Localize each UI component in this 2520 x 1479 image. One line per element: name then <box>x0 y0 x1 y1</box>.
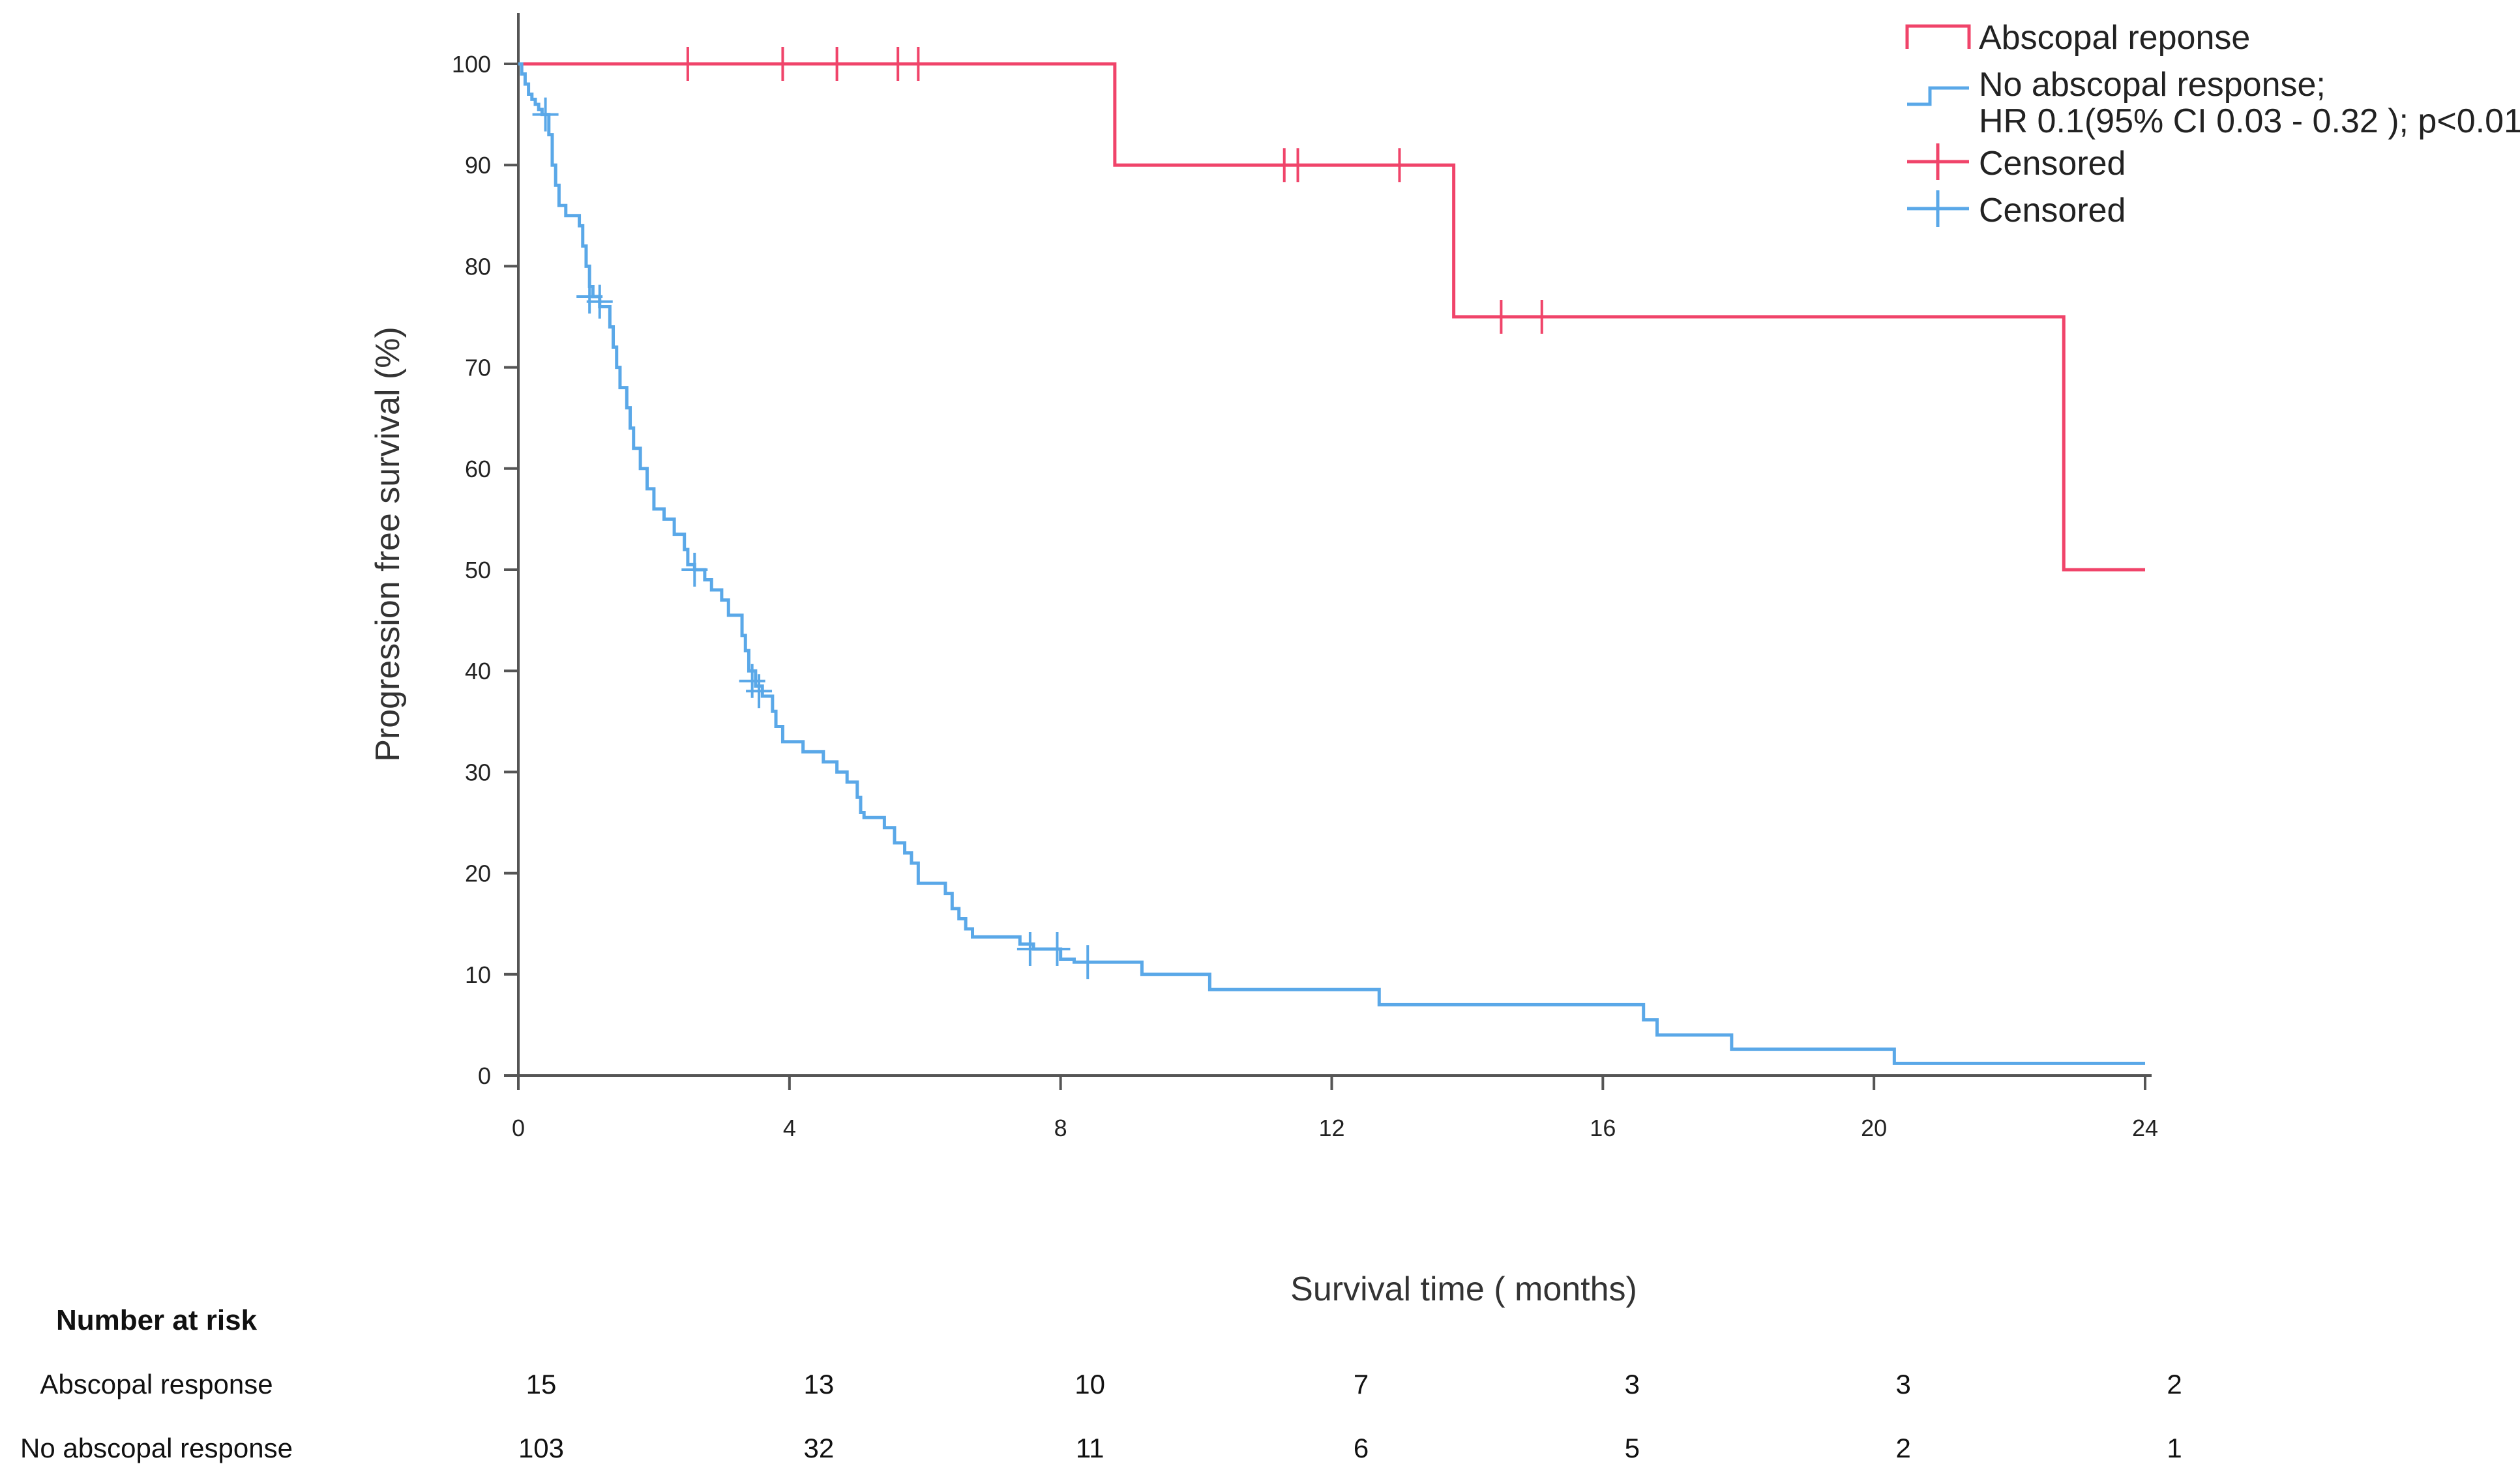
risk-row-label-abscopal: Abscopal response <box>40 1369 273 1399</box>
legend-label-noabscopal: No abscopal response; <box>1979 66 2326 104</box>
y-tick-label: 10 <box>465 961 491 988</box>
legend-label-abscopal: Abscopal reponse <box>1979 19 2250 57</box>
legend-swatch-abscopal <box>1905 24 1971 49</box>
censor-mark <box>1488 300 1515 334</box>
censor-mark <box>1075 945 1101 980</box>
censor-mark <box>1044 932 1071 966</box>
y-tick-label: 60 <box>465 456 491 482</box>
series-line-abscopal <box>518 62 2145 572</box>
censor-mark <box>674 47 701 81</box>
y-ticks: 0 10 20 30 40 50 60 70 80 90 100 <box>452 51 518 1089</box>
x-tick-label: 12 <box>1318 1115 1344 1141</box>
legend-label-censored-abscopal: Censored <box>1979 145 2126 183</box>
censor-mark <box>532 97 559 132</box>
y-tick-label: 50 <box>465 557 491 583</box>
censor-mark <box>681 553 708 587</box>
risk-value: 7 <box>1354 1369 1369 1399</box>
risk-value: 3 <box>1895 1369 1910 1399</box>
x-ticks: 0 4 8 12 16 20 24 <box>512 1076 2158 1141</box>
x-tick-label: 24 <box>2132 1115 2158 1141</box>
risk-value: 6 <box>1354 1433 1369 1463</box>
x-axis-title: Survival time ( months) <box>1290 1270 1637 1308</box>
x-tick-label: 0 <box>512 1115 525 1141</box>
censor-mark <box>769 47 796 81</box>
y-tick-label: 0 <box>478 1062 491 1089</box>
censor-mark <box>576 279 603 314</box>
censor-mark <box>1528 300 1555 334</box>
legend-label-noabscopal-hr: HR 0.1(95% CI 0.03 - 0.32 ); p<0.01 <box>1979 102 2520 140</box>
risk-value: 5 <box>1625 1433 1640 1463</box>
y-tick-label: 80 <box>465 253 491 280</box>
x-tick-label: 4 <box>783 1115 796 1141</box>
risk-value: 103 <box>518 1433 564 1463</box>
y-axis-title: Progression free survival (%) <box>369 327 407 762</box>
risk-value: 2 <box>2167 1369 2182 1399</box>
legend-swatch-noabscopal <box>1907 86 1969 106</box>
risk-value: 13 <box>803 1369 834 1399</box>
risk-value: 1 <box>2167 1433 2182 1463</box>
legend: Abscopal reponse No abscopal response; H… <box>1905 19 2520 229</box>
censor-mark <box>1284 148 1311 183</box>
risk-value: 10 <box>1075 1369 1105 1399</box>
legend-label-censored-noabscopal: Censored <box>1979 192 2126 229</box>
x-tick-label: 8 <box>1054 1115 1067 1141</box>
risk-value: 11 <box>1076 1433 1104 1463</box>
risk-row-label-noabscopal: No abscopal response <box>20 1433 293 1463</box>
x-tick-label: 16 <box>1590 1115 1616 1141</box>
y-tick-label: 30 <box>465 759 491 785</box>
risk-value: 15 <box>526 1369 557 1399</box>
y-tick-label: 100 <box>452 51 491 78</box>
censor-mark <box>1386 148 1413 183</box>
censor-mark <box>586 284 613 319</box>
x-tick-label: 20 <box>1861 1115 1887 1141</box>
censor-mark <box>905 47 932 81</box>
censor-mark <box>823 47 850 81</box>
y-tick-label: 20 <box>465 860 491 887</box>
risk-value: 3 <box>1625 1369 1640 1399</box>
series-layer <box>518 62 2145 1065</box>
censored-markers <box>532 47 1555 980</box>
y-tick-label: 40 <box>465 658 491 684</box>
risk-value: 2 <box>1895 1433 1910 1463</box>
risk-table-title: Number at risk <box>56 1304 258 1336</box>
y-tick-label: 70 <box>465 355 491 381</box>
series-line-no-abscopal <box>518 62 2145 1065</box>
y-tick-label: 90 <box>465 152 491 179</box>
censor-mark <box>746 674 773 709</box>
censor-mark <box>1016 932 1043 966</box>
risk-value: 32 <box>803 1433 834 1463</box>
risk-table: Number at risk Abscopal response No absc… <box>20 1304 2182 1463</box>
